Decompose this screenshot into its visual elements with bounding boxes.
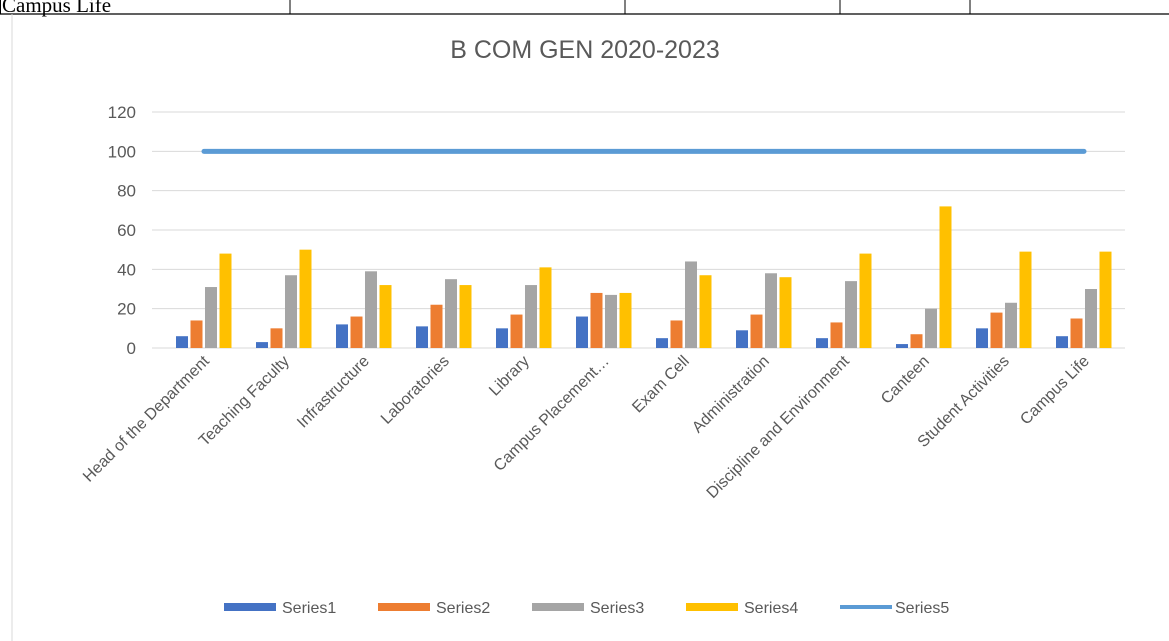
bar: [619, 292, 632, 348]
bar: [190, 320, 203, 348]
bar: [750, 314, 763, 348]
bar: [365, 271, 377, 348]
bar: [350, 316, 363, 348]
legend-label: Series3: [590, 600, 644, 617]
bar: [670, 320, 683, 348]
bar: [896, 344, 908, 348]
bar: [816, 338, 828, 348]
bar: [379, 285, 392, 348]
bar: [285, 275, 297, 348]
x-tick-label: Campus Life: [1017, 353, 1093, 429]
bar: [430, 304, 443, 348]
x-tick-label: Administration: [689, 353, 773, 437]
chart-title: B COM GEN 2020-2023: [450, 36, 720, 64]
y-tick-label: 0: [127, 339, 136, 358]
bar: [256, 342, 268, 348]
x-tick-label: Exam Cell: [629, 353, 693, 417]
legend-swatch: [686, 603, 738, 611]
table-fragment: Campus Life: [0, 0, 1169, 17]
x-tick-label: Infrastructure: [294, 353, 373, 432]
x-tick-label: Teaching Faculty: [196, 353, 293, 450]
bar: [299, 249, 312, 348]
y-tick-label: 80: [117, 182, 136, 201]
bar: [656, 338, 668, 348]
bar: [859, 253, 872, 348]
legend-label: Series5: [895, 600, 949, 617]
bar: [845, 281, 857, 348]
legend-swatch: [224, 603, 276, 611]
x-tick-label: Laboratories: [378, 353, 453, 428]
legend-label: Series2: [436, 600, 490, 617]
bar: [510, 314, 523, 348]
bar: [990, 312, 1003, 348]
bar: [685, 261, 697, 348]
bar: [336, 324, 348, 348]
x-tick-label: Discipline and Environment: [704, 352, 854, 502]
bar: [539, 267, 552, 348]
legend-label: Series1: [282, 600, 336, 617]
legend-swatch: [532, 603, 584, 611]
bar: [459, 285, 472, 348]
bar: [1099, 251, 1112, 348]
bar: [416, 326, 428, 348]
y-tick-label: 40: [117, 260, 136, 279]
bar: [219, 253, 232, 348]
x-tick-label: Library: [486, 353, 533, 400]
bar: [205, 287, 217, 348]
bar: [445, 279, 457, 348]
bar: [525, 285, 537, 348]
bar: [590, 292, 603, 348]
bar: [270, 328, 283, 348]
bar: [176, 336, 188, 348]
table-cell: Campus Life: [2, 0, 111, 17]
y-tick-label: 120: [108, 103, 136, 122]
bar: [1070, 318, 1083, 348]
bar: [925, 308, 937, 348]
bar: [576, 316, 588, 348]
y-tick-label: 100: [108, 142, 136, 161]
bar: [605, 294, 617, 348]
bar: [939, 206, 952, 348]
bar: [1056, 336, 1068, 348]
bar: [765, 273, 777, 348]
bar: [1005, 302, 1017, 348]
bar: [1085, 289, 1097, 348]
bar: [699, 275, 712, 348]
y-tick-label: 20: [117, 300, 136, 319]
legend-swatch: [378, 603, 430, 611]
x-tick-label: Head of the Department: [80, 352, 213, 485]
bar: [779, 277, 792, 348]
bar: [736, 330, 748, 348]
bar: [976, 328, 988, 348]
y-tick-label: 60: [117, 221, 136, 240]
x-tick-label: Canteen: [878, 353, 933, 408]
bar: [830, 322, 843, 348]
bar: [496, 328, 508, 348]
legend-label: Series4: [744, 600, 798, 617]
bar: [1019, 251, 1032, 348]
bar: [910, 334, 923, 348]
